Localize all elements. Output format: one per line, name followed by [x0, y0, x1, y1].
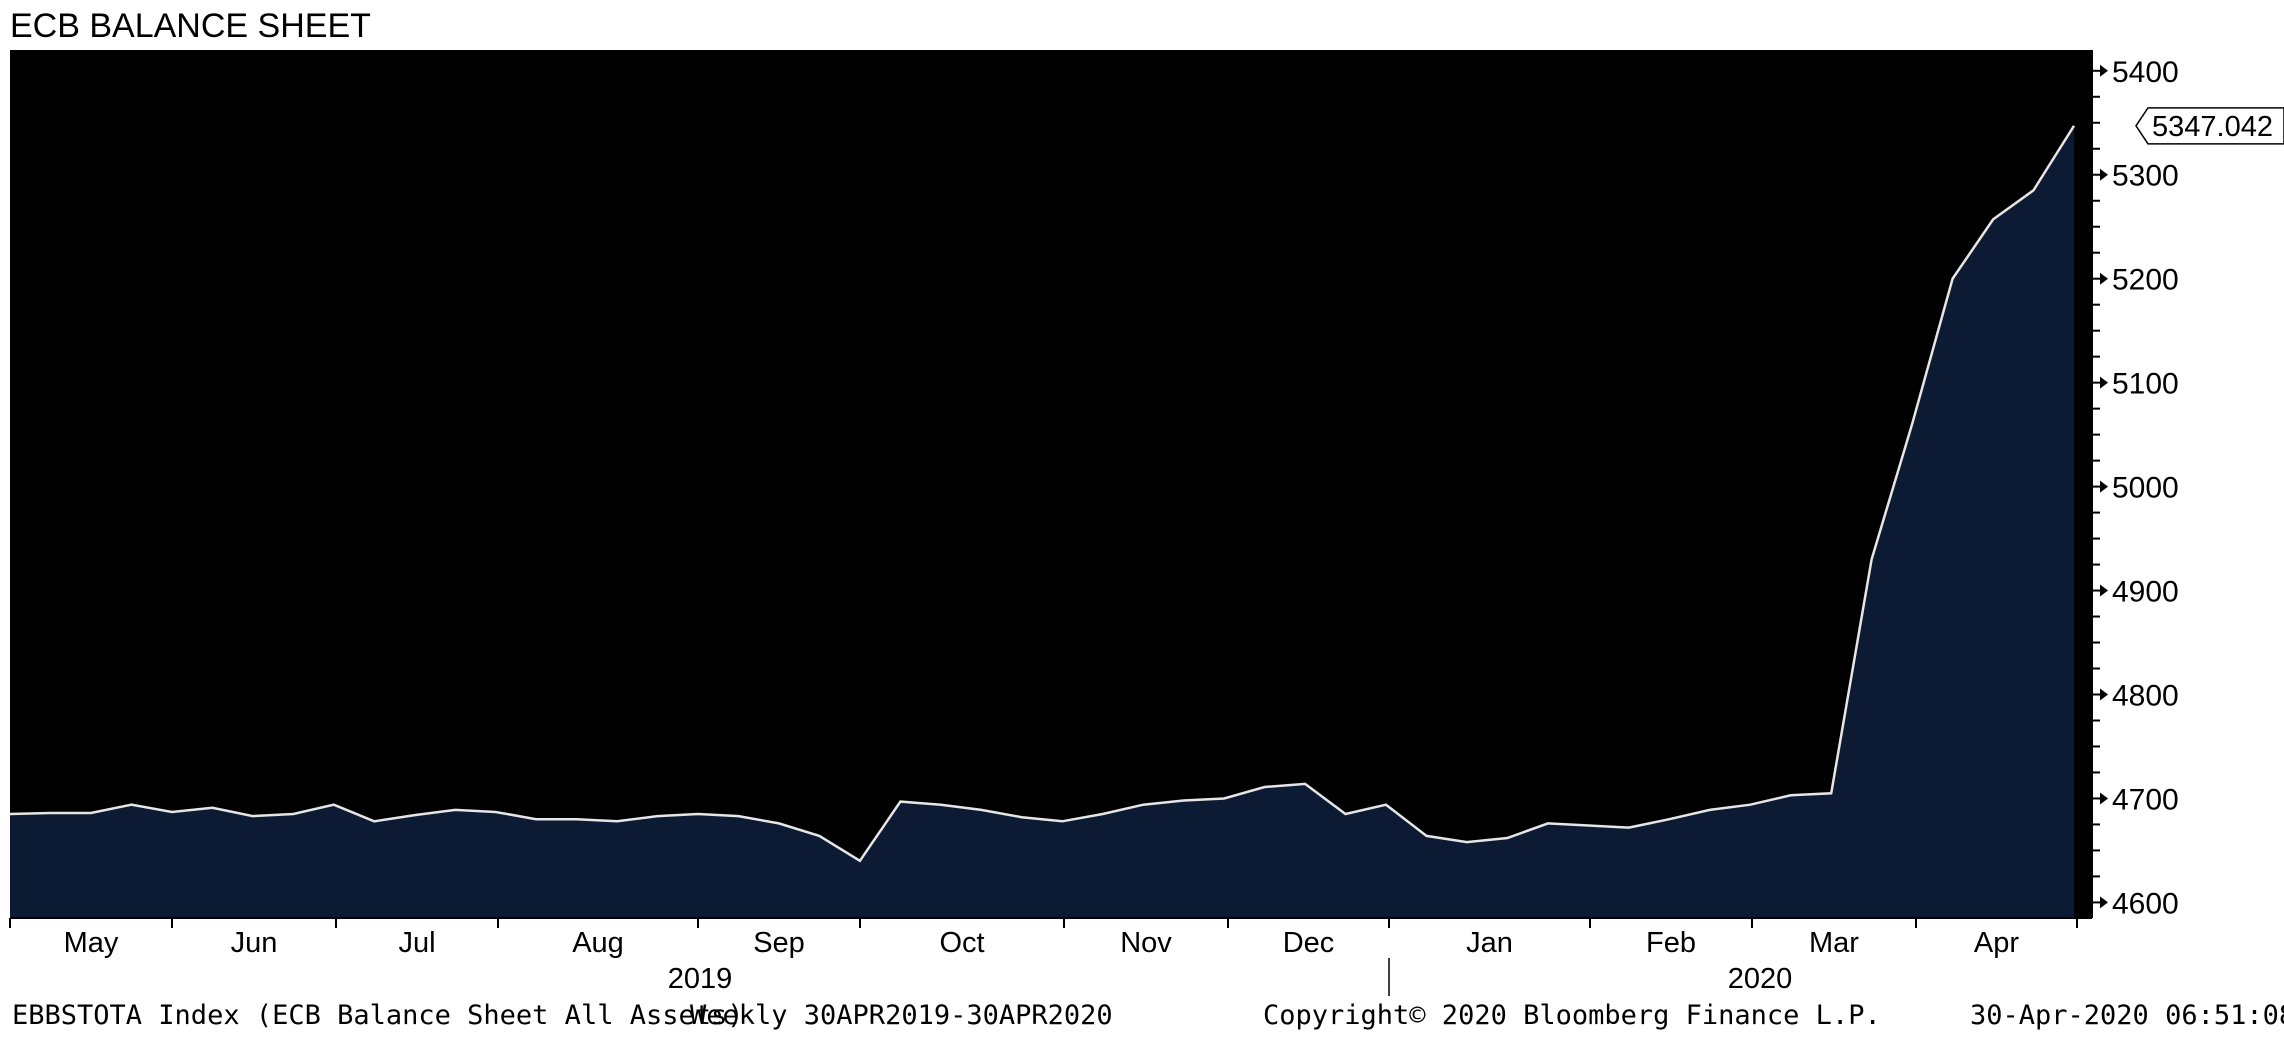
plot-background — [10, 50, 2092, 918]
x-month-label: Nov — [1120, 927, 1172, 959]
y-tick-label: 5300 — [2112, 160, 2179, 193]
x-month-label: Dec — [1283, 927, 1335, 959]
y-tick-label: 4900 — [2112, 576, 2179, 609]
x-month-label: Mar — [1809, 927, 1859, 959]
y-tick-arrow — [2100, 376, 2108, 389]
y-tick-arrow — [2100, 896, 2108, 909]
x-month-label: Sep — [753, 927, 805, 959]
x-month-label: Feb — [1646, 927, 1696, 959]
x-month-label: Jan — [1466, 927, 1513, 959]
y-axis: 4600 4700 4800 4900 5000 5100 5200 5300 5400 — [2091, 50, 2179, 920]
y-tick-arrow — [2100, 168, 2108, 181]
x-month-label: Apr — [1974, 927, 2019, 959]
y-tick-arrow — [2100, 64, 2108, 77]
y-tick-label: 4700 — [2112, 783, 2179, 816]
y-tick-label: 4600 — [2112, 887, 2179, 920]
y-tick-label: 4800 — [2112, 680, 2179, 713]
x-year-label: 2020 — [1728, 963, 1793, 995]
y-tick-arrow — [2100, 688, 2108, 701]
y-tick-arrow — [2100, 584, 2108, 597]
y-tick-label: 5200 — [2112, 264, 2179, 297]
last-value-marker: 5347.042 — [2135, 107, 2284, 145]
x-year-label: 2019 — [668, 963, 733, 995]
x-month-label: Jun — [231, 927, 278, 959]
x-month-label: Jul — [398, 927, 435, 959]
footer-security: EBBSTOTA Index (ECB Balance Sheet All As… — [12, 1000, 744, 1031]
y-tick-arrow — [2100, 792, 2108, 805]
y-tick-label: 5400 — [2112, 56, 2179, 89]
x-month-label: Oct — [939, 927, 984, 959]
footer-timestamp: 30-Apr-2020 06:51:08 — [1970, 1000, 2284, 1031]
chart-title: ECB BALANCE SHEET — [10, 7, 371, 45]
x-axis: May Jun Jul Aug Sep Oct Nov Dec Jan Feb Mar Apr 2019… — [9, 917, 2092, 996]
x-month-label: Aug — [572, 927, 624, 959]
footer-frequency: Weekly 30APR2019-30APR2020 — [690, 1000, 1113, 1031]
last-value-label: 5347.042 — [2152, 111, 2273, 143]
last-value-box — [2135, 107, 2284, 145]
series-area — [10, 125, 2074, 919]
area-layer — [9, 125, 2076, 919]
footer-copyright: Copyright© 2020 Bloomberg Finance L.P. — [1263, 1000, 1881, 1031]
x-month-label: May — [64, 927, 119, 959]
series-line — [9, 125, 2076, 863]
y-tick-label: 5000 — [2112, 472, 2179, 505]
y-tick-label: 5100 — [2112, 368, 2179, 401]
y-tick-arrow — [2100, 272, 2108, 285]
y-tick-arrow — [2100, 480, 2108, 493]
